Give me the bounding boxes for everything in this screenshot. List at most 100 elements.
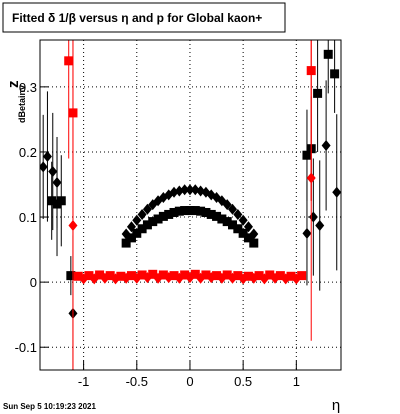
data-point: [79, 273, 89, 285]
data-point: [228, 272, 238, 284]
data-point: [270, 272, 280, 284]
data-point: [169, 271, 179, 281]
data-point: [206, 209, 216, 219]
y-axis-label: z: [5, 81, 22, 89]
y-axis-label-sub: dBetainv: [17, 85, 27, 123]
data-point: [48, 165, 58, 177]
y-tick-label: 0.2: [19, 145, 37, 160]
data-point: [238, 214, 248, 226]
chart-title: Fitted δ 1/β versus η and p for Global k…: [12, 11, 262, 25]
data-point: [254, 271, 264, 281]
x-axis-label: η: [332, 397, 340, 414]
data-point: [196, 272, 206, 284]
data-point: [180, 184, 190, 196]
data-point: [302, 227, 312, 239]
data-point: [222, 217, 232, 227]
data-point: [185, 206, 195, 216]
data-point: [42, 151, 52, 163]
data-point: [64, 56, 74, 66]
data-point: [121, 272, 131, 284]
data-point: [132, 228, 142, 238]
data-point: [56, 196, 66, 206]
data-point: [132, 272, 142, 284]
data-point: [47, 196, 57, 206]
data-point: [116, 271, 126, 281]
data-point: [259, 273, 269, 285]
y-tick-label: 0: [30, 275, 37, 290]
data-point: [265, 270, 275, 280]
y-tick-label: -0.1: [15, 340, 37, 355]
data-point: [281, 273, 291, 285]
y-tick-label: 0.3: [19, 80, 37, 95]
data-point: [105, 271, 115, 281]
data-point: [315, 220, 325, 232]
data-point: [291, 273, 301, 285]
data-point: [84, 271, 94, 281]
data-point: [249, 238, 259, 248]
data-point: [206, 272, 216, 284]
data-point: [137, 224, 147, 234]
data-point: [212, 211, 222, 221]
data-point: [132, 214, 142, 226]
data-point: [174, 206, 184, 216]
data-point: [297, 271, 307, 281]
frame: [39, 39, 342, 371]
data-point: [330, 69, 340, 79]
data-point: [286, 271, 296, 281]
data-point: [95, 270, 105, 280]
data-point: [238, 273, 248, 285]
data-point: [66, 271, 76, 281]
y-axis-label-group: z dBetainv: [5, 81, 27, 124]
data-point: [180, 206, 190, 216]
data-point: [164, 272, 174, 284]
data-point: [306, 172, 316, 184]
x-tick-label: 0.5: [234, 374, 252, 389]
x-tick-label: -0.5: [126, 374, 148, 389]
plot-area: [40, 40, 341, 370]
data-point: [201, 207, 211, 217]
data-point: [233, 208, 243, 220]
data-point: [148, 269, 158, 279]
data-point: [332, 186, 341, 198]
data-point: [164, 209, 174, 219]
x-tick-label: 0: [186, 374, 193, 389]
data-point: [190, 206, 200, 216]
data-point: [169, 207, 179, 217]
data-point: [217, 272, 227, 284]
data-point: [313, 88, 323, 98]
y-tick-label: 0.1: [19, 210, 37, 225]
data-point: [196, 206, 206, 216]
timestamp: Sun Sep 5 10:19:23 2021: [3, 402, 96, 411]
data-point: [201, 270, 211, 280]
data-point: [190, 269, 200, 279]
data-point: [111, 273, 121, 285]
data-point: [142, 272, 152, 284]
data-point: [158, 270, 168, 280]
x-tick-label: -1: [78, 374, 90, 389]
data-point: [222, 199, 232, 211]
data-point: [142, 220, 152, 230]
data-point: [212, 271, 222, 281]
data-point: [126, 271, 136, 281]
data-point: [243, 233, 253, 243]
data-point: [249, 272, 259, 284]
data-point: [238, 228, 248, 238]
data-point: [121, 238, 131, 248]
data-point: [323, 49, 333, 59]
data-point: [142, 203, 152, 215]
data-point: [40, 161, 48, 173]
x-tick-label: 1: [293, 374, 300, 389]
data-point: [126, 233, 136, 243]
data-point: [148, 217, 158, 227]
data-point: [158, 211, 168, 221]
data-point: [321, 139, 331, 151]
data-point: [228, 220, 238, 230]
data-point: [89, 273, 99, 285]
title-box: [2, 2, 286, 33]
data-point: [233, 224, 243, 234]
data-point: [243, 271, 253, 281]
data-point: [68, 220, 78, 232]
data-point: [137, 270, 147, 280]
data-point: [73, 271, 83, 281]
data-point: [217, 214, 227, 224]
